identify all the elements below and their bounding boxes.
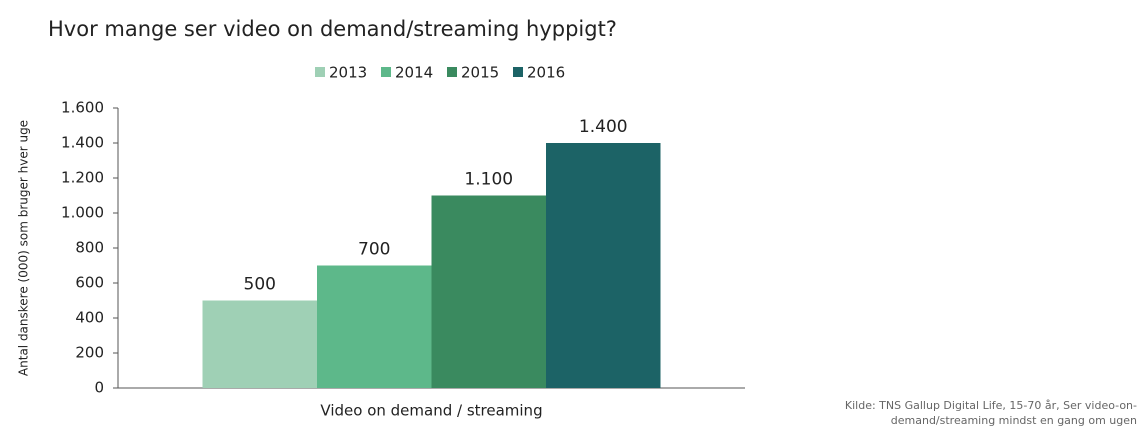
y-tick-label: 600 [75, 274, 104, 292]
y-tick-label: 0 [94, 379, 104, 397]
legend-label: 2014 [395, 64, 433, 82]
y-tick-label: 1.400 [61, 134, 104, 152]
source-note: demand/streaming mindst en gang om ugen [891, 414, 1137, 427]
legend-swatch [513, 67, 523, 77]
y-tick-label: 200 [75, 344, 104, 362]
bar [431, 195, 546, 388]
legend-label: 2015 [461, 64, 499, 82]
y-tick-label: 1.600 [61, 99, 104, 117]
bar [546, 143, 661, 388]
bar [202, 300, 317, 388]
y-tick-label: 1.200 [61, 169, 104, 187]
legend-label: 2016 [527, 64, 565, 82]
legend-swatch [381, 67, 391, 77]
source-note: Kilde: TNS Gallup Digital Life, 15-70 år… [845, 399, 1137, 412]
data-label: 500 [244, 275, 276, 295]
y-tick-label: 1.000 [61, 204, 104, 222]
data-label: 1.100 [464, 170, 513, 190]
legend-swatch [447, 67, 457, 77]
y-tick-label: 800 [75, 239, 104, 257]
chart-title: Hvor mange ser video on demand/streaming… [48, 17, 617, 41]
legend-swatch [315, 67, 325, 77]
data-label: 1.400 [579, 117, 628, 137]
y-axis-label: Antal danskere (000) som bruger hver uge [17, 120, 31, 376]
x-tick-label: Video on demand / streaming [320, 402, 542, 420]
data-label: 700 [358, 240, 390, 260]
y-tick-label: 400 [75, 309, 104, 327]
bar [317, 265, 432, 388]
legend-label: 2013 [329, 64, 367, 82]
